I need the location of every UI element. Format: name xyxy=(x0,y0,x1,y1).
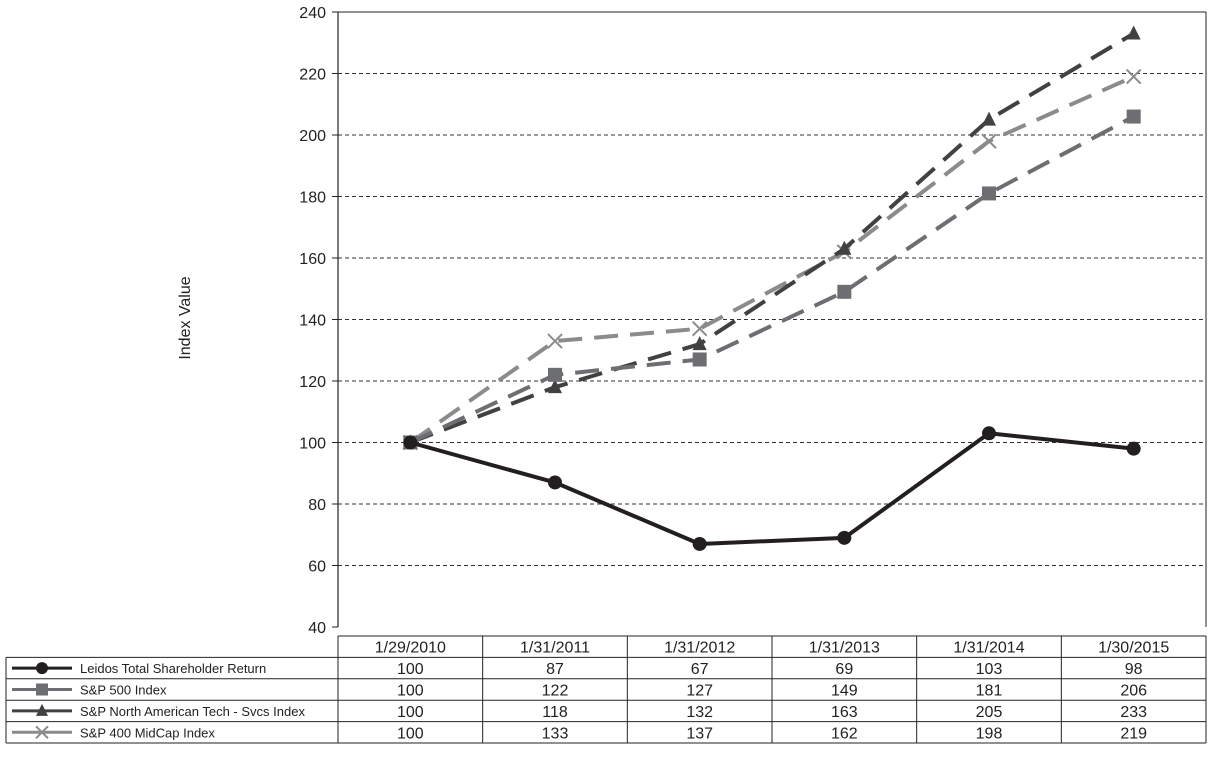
table-cell-value: 122 xyxy=(542,683,569,700)
gridlines xyxy=(338,73,1206,566)
marker-circle xyxy=(692,536,707,551)
x-category-label: 1/31/2012 xyxy=(664,639,735,656)
marker-square xyxy=(36,683,48,696)
table-cell-value: 133 xyxy=(542,725,569,742)
table-cell-value: 127 xyxy=(686,683,713,700)
series-leidos-total-shareholder-return xyxy=(403,426,1141,551)
series-line xyxy=(409,431,1134,546)
table-row: S&P 500 Index 100 122 127 149 181 206 xyxy=(12,683,1147,700)
legend-symbol xyxy=(12,683,72,696)
marker-square xyxy=(837,284,852,299)
x-category-label: 1/30/2015 xyxy=(1098,639,1169,656)
marker-circle xyxy=(982,426,996,441)
table-cell-value: 67 xyxy=(691,661,709,678)
y-tick-label: 220 xyxy=(299,67,326,84)
legend-label: S&P 400 MidCap Index xyxy=(80,725,215,740)
marker-triangle xyxy=(982,111,996,126)
x-category-label: 1/31/2013 xyxy=(809,639,880,656)
table-cell-value: 219 xyxy=(1120,725,1147,742)
table-cell-value: 205 xyxy=(976,704,1003,721)
marker-circle xyxy=(548,475,562,490)
x-category-label: 1/31/2014 xyxy=(953,639,1024,656)
y-axis-ticks: 40 60 80 100 120 140 160 180 200 220 240 xyxy=(299,5,338,637)
legend-label: S&P 500 Index xyxy=(80,683,167,698)
y-tick-label: 40 xyxy=(308,620,326,637)
marker-circle xyxy=(837,530,852,545)
series-sp-500-index xyxy=(403,109,1141,450)
marker-triangle xyxy=(837,240,852,255)
table-cell-value: 100 xyxy=(397,725,424,742)
table-cell-value: 132 xyxy=(686,704,713,721)
marker-square xyxy=(692,352,707,367)
marker-triangle xyxy=(1126,25,1141,40)
data-table: 1/29/2010 1/31/2011 1/31/2012 1/31/2013 1/31… xyxy=(5,635,1207,744)
legend-symbol xyxy=(12,725,72,740)
marker-square xyxy=(982,186,996,201)
table-row: S&P North American Tech - Svcs Index 100 1… xyxy=(12,703,1147,721)
table-row: Leidos Total Shareholder Return 100 87 67 69… xyxy=(12,661,1143,678)
y-axis-label: Index Value xyxy=(177,276,194,359)
table-cell-value: 206 xyxy=(1120,683,1147,700)
marker-x xyxy=(1125,68,1142,85)
table-cell-value: 100 xyxy=(397,704,424,721)
marker-x xyxy=(35,725,49,740)
marker-triangle xyxy=(548,379,562,394)
table-cell-value: 100 xyxy=(397,683,424,700)
series-sp-north-american-tech-svcs-index xyxy=(403,25,1141,449)
legend-symbol xyxy=(12,703,72,716)
y-tick-label: 140 xyxy=(299,313,326,330)
series-line xyxy=(409,114,1135,445)
table-cell-value: 163 xyxy=(831,704,858,721)
table-cell-value: 162 xyxy=(831,725,858,742)
y-tick-label: 60 xyxy=(308,559,326,576)
marker-x xyxy=(981,133,997,149)
axes xyxy=(337,11,1207,627)
marker-circle xyxy=(403,435,418,450)
series-line xyxy=(409,31,1135,445)
table-cell-value: 87 xyxy=(546,661,564,678)
table-cell-value: 181 xyxy=(976,683,1003,700)
table-cell-value: 137 xyxy=(686,725,713,742)
y-tick-label: 240 xyxy=(299,5,326,22)
table-cell-value: 100 xyxy=(397,661,424,678)
legend-symbol xyxy=(12,662,72,675)
x-category-label: 1/29/2010 xyxy=(375,639,446,656)
y-tick-label: 180 xyxy=(299,190,326,207)
table-cell-value: 149 xyxy=(831,683,858,700)
marker-triangle xyxy=(692,336,707,351)
table-row: S&P 400 MidCap Index 100 133 137 162 198 219 xyxy=(12,725,1147,742)
legend-label: S&P North American Tech - Svcs Index xyxy=(80,704,305,719)
table-cell-value: 233 xyxy=(1120,704,1147,721)
table-cell-value: 118 xyxy=(542,704,568,721)
y-tick-label: 160 xyxy=(299,251,326,268)
table-cell-value: 98 xyxy=(1125,661,1143,678)
legend-label: Leidos Total Shareholder Return xyxy=(80,661,266,676)
series-lines xyxy=(402,25,1142,551)
marker-triangle xyxy=(36,703,48,716)
y-tick-label: 120 xyxy=(299,374,326,391)
table-cell-value: 103 xyxy=(976,661,1003,678)
x-category-label: 1/31/2011 xyxy=(520,639,590,656)
marker-circle xyxy=(36,662,48,675)
marker-x xyxy=(547,333,563,349)
marker-circle xyxy=(1126,441,1141,456)
marker-square xyxy=(1126,109,1141,124)
y-tick-label: 200 xyxy=(299,128,326,145)
y-tick-label: 80 xyxy=(308,497,326,514)
table-cell-value: 69 xyxy=(835,661,853,678)
marker-square xyxy=(548,367,562,382)
y-tick-label: 100 xyxy=(299,436,326,453)
table-cell-value: 198 xyxy=(976,725,1003,742)
marker-x xyxy=(691,321,708,337)
series-line xyxy=(409,74,1135,445)
